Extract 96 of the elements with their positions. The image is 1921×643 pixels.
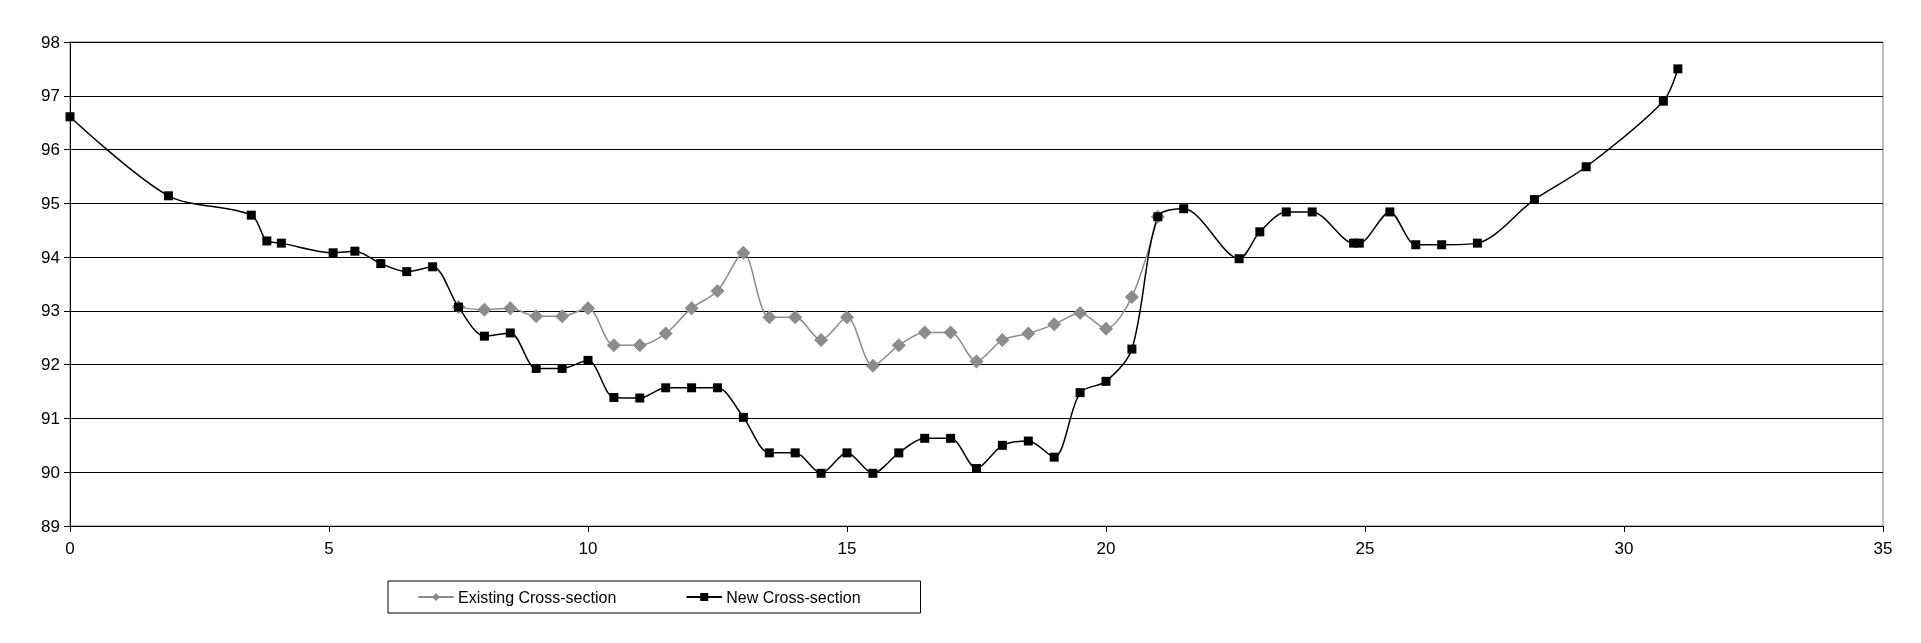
point bbox=[1281, 207, 1291, 217]
point bbox=[943, 325, 958, 340]
point bbox=[65, 112, 75, 122]
point bbox=[894, 448, 904, 458]
x-tick-label: 35 bbox=[1873, 539, 1893, 558]
point bbox=[710, 283, 725, 298]
point bbox=[1673, 64, 1683, 74]
point bbox=[477, 302, 492, 317]
point bbox=[350, 246, 360, 256]
point bbox=[1234, 254, 1244, 264]
point bbox=[891, 338, 906, 353]
point bbox=[1385, 207, 1395, 217]
point bbox=[790, 448, 800, 458]
point bbox=[972, 463, 981, 473]
point bbox=[969, 354, 984, 369]
point bbox=[1023, 436, 1033, 446]
point bbox=[684, 301, 699, 316]
x-tick-label: 5 bbox=[324, 539, 334, 558]
point bbox=[606, 338, 621, 353]
point bbox=[1179, 204, 1189, 214]
point bbox=[840, 310, 854, 325]
point bbox=[764, 448, 774, 458]
point bbox=[555, 309, 570, 324]
point bbox=[1411, 240, 1421, 250]
point bbox=[1075, 388, 1085, 398]
point bbox=[814, 332, 829, 347]
point bbox=[529, 309, 544, 324]
point bbox=[920, 433, 930, 443]
point bbox=[995, 332, 1010, 347]
point bbox=[163, 191, 173, 201]
point bbox=[376, 259, 386, 269]
y-tick-label: 97 bbox=[41, 86, 60, 106]
y-tick-label: 93 bbox=[41, 301, 60, 321]
point bbox=[1437, 240, 1447, 250]
point bbox=[328, 248, 338, 258]
point bbox=[276, 238, 286, 248]
x-tick-label: 20 bbox=[1096, 539, 1116, 558]
point bbox=[946, 433, 956, 443]
point bbox=[1101, 376, 1111, 386]
point bbox=[609, 392, 619, 402]
x-tick-label: 10 bbox=[578, 539, 598, 558]
y-tick-label: 98 bbox=[41, 32, 60, 52]
x-tick-label: 25 bbox=[1355, 539, 1375, 558]
point bbox=[788, 310, 803, 325]
point bbox=[816, 468, 826, 478]
point bbox=[687, 383, 697, 393]
point bbox=[661, 383, 671, 393]
point bbox=[842, 448, 852, 458]
point bbox=[1124, 289, 1139, 304]
y-tick-label: 90 bbox=[41, 462, 60, 482]
point bbox=[917, 325, 932, 340]
point bbox=[635, 393, 645, 403]
x-tick-label: 30 bbox=[1614, 539, 1634, 558]
x-tick-label: 15 bbox=[837, 539, 857, 558]
point bbox=[1354, 238, 1364, 248]
point bbox=[865, 358, 880, 373]
y-tick-label: 94 bbox=[41, 247, 60, 267]
y-tick-label: 96 bbox=[41, 140, 60, 160]
y-tick-label: 89 bbox=[41, 516, 60, 536]
point bbox=[402, 267, 412, 277]
point bbox=[1658, 96, 1668, 106]
point bbox=[738, 412, 748, 422]
point bbox=[505, 328, 515, 338]
point bbox=[1047, 317, 1062, 332]
point bbox=[246, 210, 256, 220]
legend-label: New Cross-section bbox=[726, 588, 861, 606]
point bbox=[658, 326, 673, 341]
point bbox=[1529, 195, 1539, 205]
point bbox=[762, 310, 777, 325]
point bbox=[868, 468, 878, 478]
point bbox=[1021, 326, 1036, 341]
y-tick-label: 95 bbox=[41, 193, 60, 213]
point bbox=[1472, 238, 1482, 248]
point bbox=[428, 262, 438, 272]
y-tick-label: 91 bbox=[41, 408, 60, 428]
point bbox=[262, 236, 272, 246]
y-tick-label: 92 bbox=[41, 355, 60, 375]
point bbox=[557, 363, 567, 373]
point bbox=[581, 301, 595, 316]
point bbox=[1049, 452, 1059, 462]
point bbox=[479, 331, 489, 341]
point bbox=[1581, 162, 1591, 172]
point bbox=[1099, 321, 1113, 336]
x-tick-label: 0 bbox=[65, 539, 75, 558]
point bbox=[632, 338, 647, 353]
point bbox=[1127, 344, 1137, 354]
point bbox=[997, 440, 1007, 450]
legend-label: Existing Cross-section bbox=[458, 588, 617, 606]
point bbox=[531, 363, 541, 373]
point bbox=[736, 245, 751, 260]
point bbox=[1307, 207, 1317, 217]
point bbox=[1073, 306, 1088, 321]
point bbox=[583, 355, 593, 365]
point bbox=[503, 301, 518, 316]
point bbox=[713, 383, 722, 393]
point bbox=[1255, 227, 1265, 237]
